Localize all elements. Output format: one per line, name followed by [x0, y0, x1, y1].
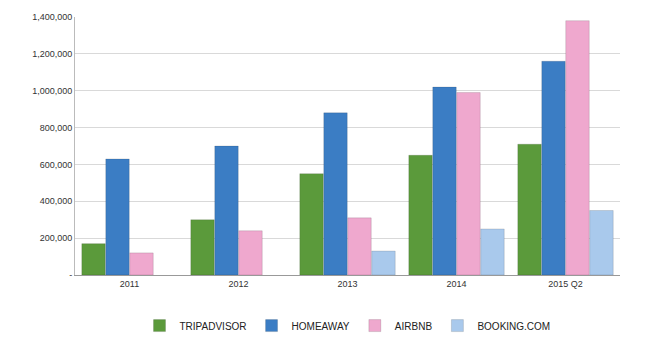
- svg-text:TRIPADVISOR: TRIPADVISOR: [180, 321, 247, 332]
- svg-text:2011: 2011: [120, 279, 139, 289]
- svg-text:BOOKING.COM: BOOKING.COM: [477, 321, 550, 332]
- svg-text:HOMEAWAY: HOMEAWAY: [292, 321, 350, 332]
- svg-text:AIRBNB: AIRBNB: [395, 321, 433, 332]
- svg-text:2012: 2012: [228, 279, 248, 289]
- svg-text:2013: 2013: [337, 279, 357, 289]
- svg-text:200,000: 200,000: [40, 233, 73, 243]
- svg-text:1,200,000: 1,200,000: [32, 49, 72, 59]
- svg-text:400,000: 400,000: [40, 196, 73, 206]
- svg-text:1,400,000: 1,400,000: [32, 12, 72, 22]
- svg-text:2015 Q2: 2015 Q2: [548, 279, 583, 289]
- svg-text:600,000: 600,000: [40, 160, 73, 170]
- svg-text:2014: 2014: [446, 279, 466, 289]
- svg-text:1,000,000: 1,000,000: [32, 86, 72, 96]
- svg-text:-: -: [69, 270, 72, 280]
- svg-text:800,000: 800,000: [40, 123, 73, 133]
